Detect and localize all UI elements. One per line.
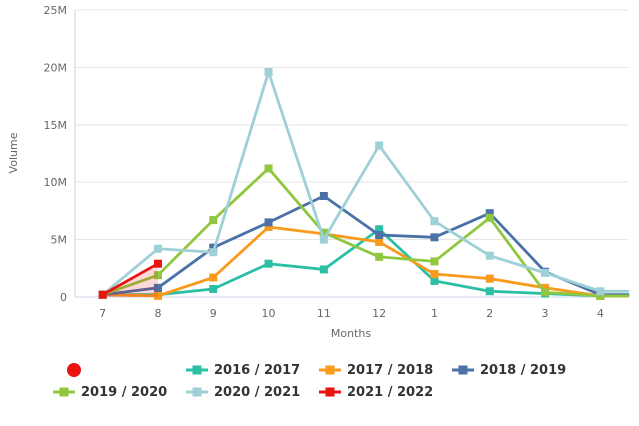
point-2017-2018-month-9[interactable]: [209, 273, 218, 282]
x-tick-label-12: 12: [372, 307, 386, 320]
point-2020-2021-month-9[interactable]: [209, 248, 218, 257]
point-2017-2018-month-3[interactable]: [541, 283, 550, 292]
axis-labels: Volume Months: [7, 132, 371, 340]
point-2017-2018-month-12[interactable]: [375, 237, 384, 246]
x-tick-label-2: 2: [486, 307, 493, 320]
point-2019-2020-month-9[interactable]: [209, 216, 218, 225]
series-line-2018-2019[interactable]: [101, 194, 630, 297]
point-2018-2019-month-10[interactable]: [264, 218, 273, 227]
series-2018-2019: [98, 191, 630, 299]
y-axis-title: Volume: [7, 132, 20, 173]
point-2018-2019-month-1[interactable]: [430, 233, 439, 242]
legend-item-red-dot[interactable]: [53, 359, 186, 381]
point-2018-2019-month-8[interactable]: [153, 283, 162, 292]
point-2018-2019-month-11[interactable]: [319, 191, 328, 200]
point-2020-2021-month-4[interactable]: [596, 287, 605, 296]
x-tick-label-10: 10: [262, 307, 276, 320]
x-tick-label-8: 8: [154, 307, 161, 320]
legend-line-square-icon: [186, 386, 208, 398]
legend-item-2017-2018[interactable]: 2017 / 2018: [319, 359, 452, 381]
point-2020-2021-month-12[interactable]: [375, 141, 384, 150]
point-2017-2018-month-2[interactable]: [485, 274, 494, 283]
y-tick-label: 15M: [44, 119, 68, 132]
point-2019-2020-month-11[interactable]: [319, 228, 328, 237]
legend-label: 2021 / 2022: [347, 384, 434, 400]
legend-dot-icon: [66, 362, 82, 378]
legend-line-square-icon: [319, 364, 341, 376]
point-2016-2017-month-11[interactable]: [319, 265, 328, 274]
legend-item-2018-2019[interactable]: 2018 / 2019: [452, 359, 585, 381]
legend-item-2020-2021[interactable]: 2020 / 2021: [186, 381, 319, 403]
series-2020-2021: [98, 67, 630, 299]
x-axis-title: Months: [331, 327, 371, 340]
legend-line-square-icon: [53, 386, 75, 398]
point-2016-2017-month-10[interactable]: [264, 259, 273, 268]
legend-label: 2019 / 2020: [81, 384, 168, 400]
x-tick-label-9: 9: [210, 307, 217, 320]
legend-line-square-icon: [319, 386, 341, 398]
series-2019-2020: [98, 164, 630, 300]
series-line-2020-2021[interactable]: [101, 70, 630, 297]
x-tick-label-3: 3: [542, 307, 549, 320]
y-tick-label: 10M: [44, 176, 68, 189]
x-tick-label-7: 7: [99, 307, 106, 320]
point-2017-2018-month-1[interactable]: [430, 270, 439, 279]
point-2021-2022-month-7[interactable]: [98, 290, 107, 299]
point-2019-2020-month-2[interactable]: [485, 213, 494, 222]
point-2016-2017-month-9[interactable]: [209, 284, 218, 293]
point-2017-2018-month-10[interactable]: [264, 222, 273, 231]
legend-line-square-icon: [186, 364, 208, 376]
legend-label: 2018 / 2019: [480, 362, 567, 378]
y-tick-label: 5M: [51, 234, 68, 247]
point-2019-2020-month-3[interactable]: [541, 288, 550, 297]
legend-label: 2016 / 2017: [214, 362, 301, 378]
series-line-2017-2018[interactable]: [101, 225, 630, 298]
point-2019-2020-month-10[interactable]: [264, 164, 273, 173]
point-2020-2021-month-2[interactable]: [485, 251, 494, 260]
legend-line-square-icon: [452, 364, 474, 376]
gridlines: [75, 9, 628, 241]
x-tick-label-4: 4: [597, 307, 604, 320]
y-tick-label: 25M: [44, 4, 68, 17]
point-2016-2017-month-2[interactable]: [485, 287, 494, 296]
point-2019-2020-month-4[interactable]: [596, 291, 605, 300]
legend-item-2016-2017[interactable]: 2016 / 2017: [186, 359, 319, 381]
point-2017-2018-month-8[interactable]: [153, 291, 162, 300]
point-2019-2020-month-8[interactable]: [153, 271, 162, 280]
point-2020-2021-month-8[interactable]: [153, 244, 162, 253]
series-line-2019-2020[interactable]: [101, 167, 630, 298]
series-line-2021-2022[interactable]: [101, 262, 160, 297]
point-2018-2019-month-12[interactable]: [375, 231, 384, 240]
point-2016-2017-month-1[interactable]: [430, 276, 439, 285]
legend-label: 2017 / 2018: [347, 362, 434, 378]
legend-item-2021-2022[interactable]: 2021 / 2022: [319, 381, 452, 403]
x-tick-label-11: 11: [317, 307, 331, 320]
point-2020-2021-month-11[interactable]: [319, 235, 328, 244]
point-2019-2020-month-1[interactable]: [430, 257, 439, 266]
series-layer: [98, 67, 630, 300]
legend-item-2019-2020[interactable]: 2019 / 2020: [53, 381, 186, 403]
point-2019-2020-month-12[interactable]: [375, 252, 384, 261]
series-2021-2022: [98, 259, 162, 299]
y-tick-label: 20M: [44, 61, 68, 74]
point-2018-2019-month-2[interactable]: [485, 209, 494, 218]
x-tick-label-1: 1: [431, 307, 438, 320]
point-2021-2022-month-8[interactable]: [153, 259, 162, 268]
y-tick-label: 0: [60, 291, 67, 304]
point-2020-2021-month-1[interactable]: [430, 217, 439, 226]
point-2020-2021-month-3[interactable]: [541, 268, 550, 277]
legend-label: 2020 / 2021: [214, 384, 301, 400]
point-2020-2021-month-10[interactable]: [264, 67, 273, 76]
series-2017-2018: [98, 222, 630, 300]
chart-legend: 2016 / 2017 2017 / 2018 2018 / 2019 2019 / …: [53, 359, 586, 403]
point-2016-2017-month-12[interactable]: [375, 225, 384, 234]
